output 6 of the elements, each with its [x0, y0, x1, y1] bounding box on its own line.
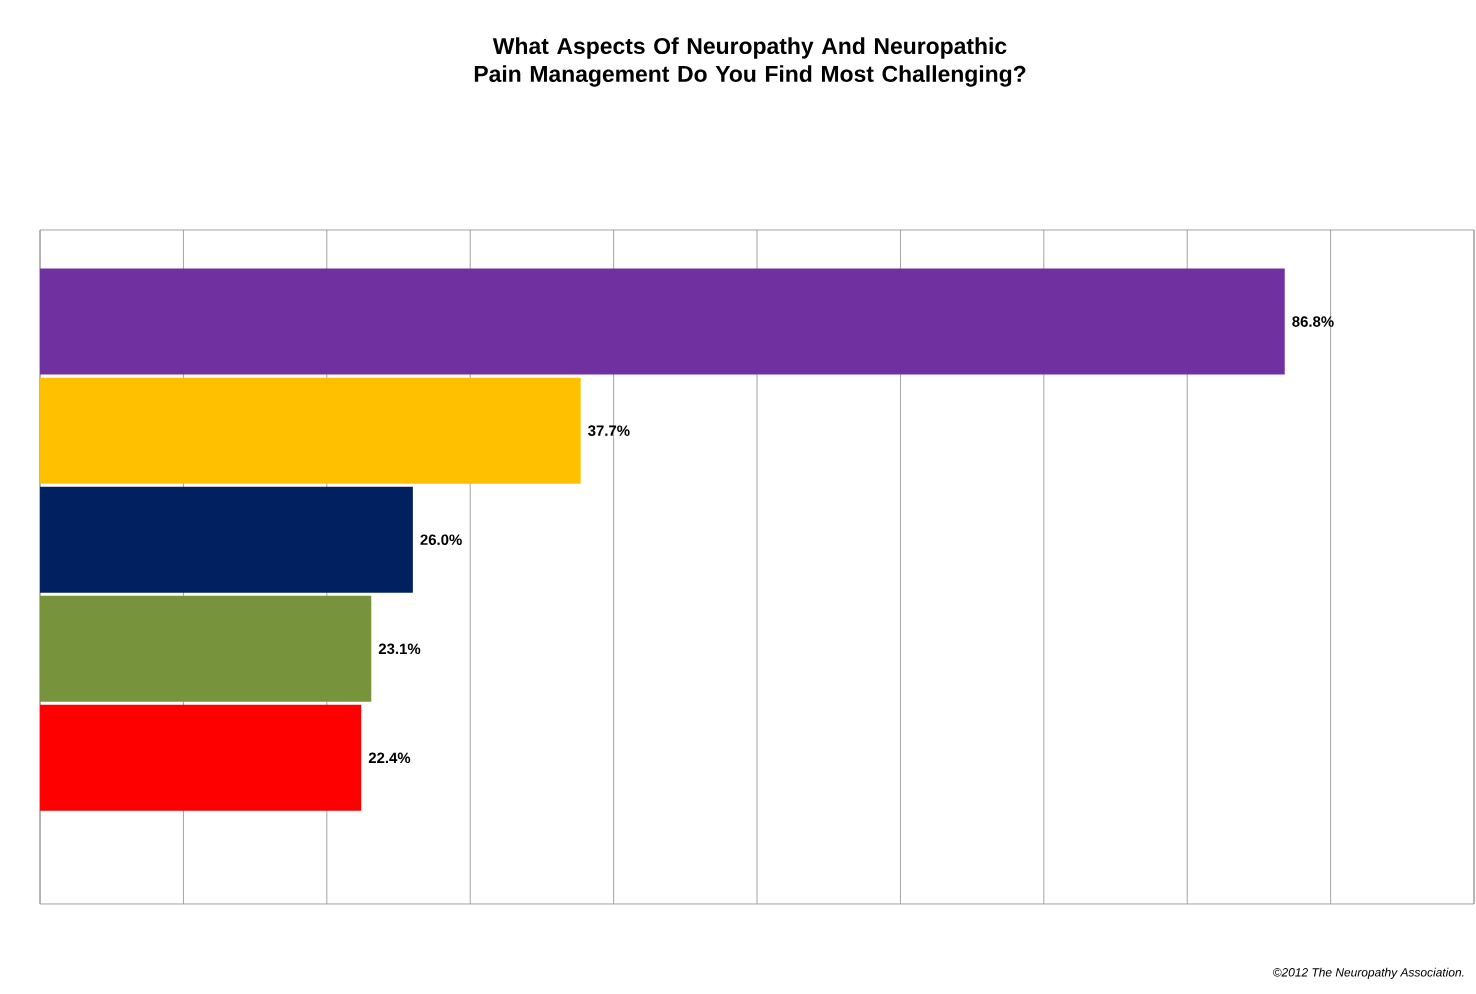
bar: [40, 268, 1285, 375]
chart-title: What Aspects Of Neuropathy And Neuropathic Pain Management Do You Find Most Challenging?: [474, 37, 1026, 87]
bar: [40, 595, 372, 702]
bar: [40, 704, 362, 811]
bar: [40, 486, 413, 593]
bar: [40, 377, 581, 484]
